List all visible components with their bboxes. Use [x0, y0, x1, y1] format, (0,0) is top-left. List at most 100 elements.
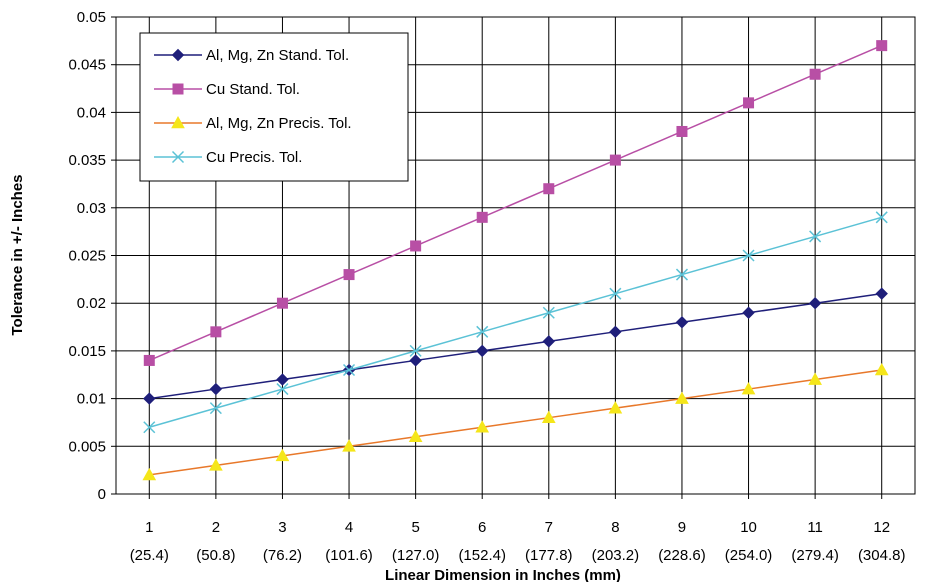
y-tick-label: 0.03	[77, 200, 106, 217]
data-point	[609, 287, 622, 300]
data-point	[343, 363, 356, 377]
legend-swatch-marker	[171, 150, 185, 164]
legend-item: Cu Stand. Tol.	[154, 81, 300, 98]
x-tick-label: 9	[678, 519, 686, 536]
x-marker-stroke	[143, 421, 156, 434]
data-point	[875, 287, 888, 300]
legend: Al, Mg, Zn Stand. Tol. Cu Stand. Tol. Al, …	[139, 32, 409, 182]
y-tick-label: 0.015	[68, 343, 106, 360]
x-tick-label: 11	[807, 519, 823, 536]
data-point	[410, 240, 422, 252]
x-tick-sublabel: (76.2)	[263, 547, 302, 564]
x-tick-sublabel: (228.6)	[658, 547, 706, 564]
x-tick-label: 1	[145, 519, 153, 536]
data-point	[209, 382, 223, 396]
y-tick-label: 0.02	[77, 295, 106, 312]
data-point	[676, 125, 688, 137]
x-tick-sublabel: (304.8)	[858, 547, 906, 564]
legend-label: Cu Stand. Tol.	[206, 81, 300, 98]
x-tick-sublabel: (254.0)	[725, 547, 773, 564]
data-point	[609, 154, 621, 166]
data-point	[276, 297, 288, 309]
data-point	[210, 326, 222, 338]
data-point	[408, 429, 423, 443]
x-marker-stroke	[809, 230, 822, 243]
data-point	[343, 269, 355, 281]
y-tick-label: 0.01	[77, 391, 106, 408]
x-tick-sublabel: (279.4)	[791, 547, 839, 564]
data-point	[543, 183, 555, 195]
data-point	[675, 316, 689, 329]
series-3	[142, 362, 889, 481]
data-point	[742, 306, 755, 319]
data-point	[808, 372, 822, 385]
data-point	[675, 268, 688, 281]
data-point	[542, 306, 555, 319]
legend-swatch-marker	[171, 48, 185, 62]
data-point	[876, 40, 888, 52]
data-point	[143, 421, 156, 434]
legend-label: Cu Precis. Tol.	[206, 149, 302, 166]
x-marker-stroke	[171, 150, 185, 164]
series-layer	[142, 40, 889, 481]
y-tick-label: 0.045	[68, 57, 106, 74]
y-tick-label: 0.04	[77, 104, 106, 121]
data-point	[542, 335, 555, 348]
legend-swatch-marker	[172, 83, 184, 95]
x-tick-sublabel: (25.4)	[130, 547, 169, 564]
x-tick-sublabel: (177.8)	[525, 547, 573, 564]
x-marker-stroke	[409, 344, 422, 357]
x-marker-stroke	[542, 306, 555, 319]
legend-label: Al, Mg, Zn Precis. Tol.	[206, 115, 352, 132]
data-point	[209, 402, 222, 415]
data-point	[276, 373, 289, 386]
data-point	[808, 296, 822, 310]
data-point	[742, 249, 755, 262]
data-point	[476, 325, 489, 338]
data-point	[476, 344, 489, 358]
x-tick-sublabel: (50.8)	[196, 547, 235, 564]
data-point	[809, 68, 821, 80]
x-marker-stroke	[675, 268, 688, 281]
x-tick-label: 2	[212, 519, 220, 536]
series-line	[149, 369, 882, 476]
x-marker-stroke	[742, 249, 755, 262]
data-point	[143, 392, 156, 405]
data-point	[609, 325, 622, 339]
data-point	[276, 383, 289, 396]
y-tick-label: 0.035	[68, 152, 106, 169]
legend-item: Cu Precis. Tol.	[154, 149, 302, 166]
x-tick-sublabel: (101.6)	[325, 547, 373, 564]
x-tick-label: 3	[278, 519, 286, 536]
legend-item: Al, Mg, Zn Precis. Tol.	[154, 115, 352, 132]
y-tick-label: 0.025	[68, 248, 106, 265]
y-tick-label: 0.05	[77, 9, 106, 26]
x-tick-label: 6	[478, 519, 486, 536]
x-tick-sublabel: (127.0)	[392, 547, 440, 564]
data-point	[809, 230, 822, 243]
series-line	[148, 44, 883, 362]
series-4	[143, 211, 888, 434]
data-point	[409, 354, 422, 367]
data-point	[409, 344, 422, 357]
y-axis-title: Tolerance in +/- Inches	[9, 174, 26, 335]
x-marker-stroke	[343, 363, 356, 377]
x-tick-label: 5	[411, 519, 419, 536]
legend-item: Al, Mg, Zn Stand. Tol.	[154, 47, 349, 64]
y-axis-ticks: 0 0.005 0.01 0.015 0.02 0.025 0.03 0.035 0.04 0.0…	[68, 9, 116, 503]
x-marker-stroke	[209, 402, 222, 415]
data-point	[275, 448, 290, 462]
series-line	[149, 292, 882, 400]
data-point	[142, 467, 157, 481]
data-point	[342, 439, 356, 452]
x-axis-title: Linear Dimension in Inches (mm)	[385, 567, 621, 582]
x-tick-label: 10	[740, 519, 757, 536]
data-point	[743, 97, 755, 109]
data-point	[475, 420, 490, 433]
data-point	[675, 391, 689, 404]
data-point	[875, 211, 888, 224]
x-marker-stroke	[875, 211, 888, 224]
data-point	[209, 458, 223, 471]
data-point	[476, 211, 488, 223]
